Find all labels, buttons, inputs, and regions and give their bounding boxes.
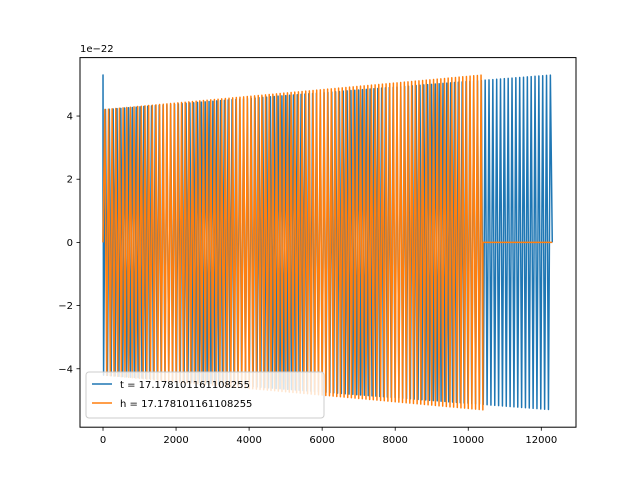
y-tick-label: −4 bbox=[58, 364, 73, 375]
y-tick-label: −2 bbox=[58, 301, 73, 312]
series-layer bbox=[102, 74, 554, 411]
x-tick-label: 8000 bbox=[382, 435, 407, 446]
y-tick-label: 0 bbox=[67, 238, 73, 249]
x-tick-label: 12000 bbox=[525, 435, 557, 446]
x-tick-label: 10000 bbox=[452, 435, 484, 446]
y-tick-label: 4 bbox=[67, 112, 73, 123]
legend-label: h = 17.178101161108255 bbox=[120, 399, 252, 410]
y-axis: −4 −2 0 2 4 bbox=[58, 112, 80, 375]
x-axis: 0 2000 4000 6000 8000 10000 12000 bbox=[100, 427, 557, 446]
x-tick-label: 4000 bbox=[236, 435, 261, 446]
legend-label: t = 17.178101161108255 bbox=[120, 380, 250, 391]
x-tick-label: 2000 bbox=[163, 435, 188, 446]
legend: t = 17.178101161108255 h = 17.17810116110… bbox=[85, 371, 325, 419]
x-tick-label: 6000 bbox=[309, 435, 334, 446]
y-offset-label: 1e−22 bbox=[80, 44, 114, 55]
legend-box bbox=[85, 371, 325, 419]
series-line-2 bbox=[102, 74, 553, 411]
x-tick-label: 0 bbox=[100, 435, 106, 446]
y-tick-label: 2 bbox=[67, 175, 73, 186]
